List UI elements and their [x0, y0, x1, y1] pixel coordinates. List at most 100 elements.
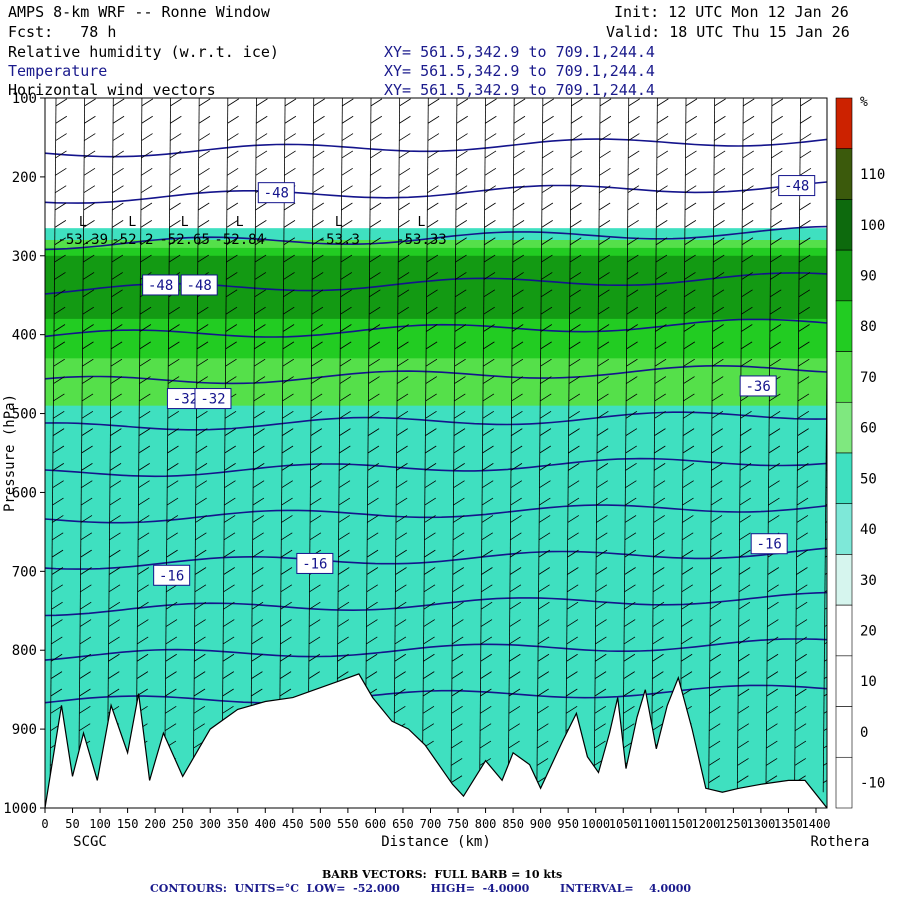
wind-barb-flag	[283, 254, 295, 263]
wind-barb-flag	[166, 549, 178, 558]
wind-barb-flag	[566, 671, 578, 679]
wind-barb-flag	[308, 653, 321, 662]
wind-barb-flag	[743, 98, 755, 107]
wind-barb-staff	[565, 98, 572, 793]
wind-barb-flag	[311, 272, 324, 280]
wind-barb-flag	[422, 723, 435, 732]
wind-barb-flag	[253, 445, 265, 454]
wind-barb-flag	[823, 728, 827, 732]
wind-barb-flag	[597, 410, 609, 419]
wind-barb-flag	[594, 671, 607, 679]
wind-barb-flag	[714, 115, 726, 124]
wind-barb-flag	[683, 324, 696, 332]
wind-barb-flag	[537, 653, 550, 662]
wind-barb-flag	[599, 98, 612, 107]
wind-barb-flag	[682, 463, 695, 471]
y-tick-label: 200	[12, 170, 37, 186]
wind-barb-flag	[655, 272, 668, 280]
wind-barb-flag	[398, 202, 410, 211]
wind-barb-flag	[53, 341, 66, 350]
wind-barb-flag	[111, 254, 124, 263]
wind-barb-flag	[369, 272, 381, 280]
valid-time: Valid: 18 UTC Thu 15 Jan 26	[606, 23, 850, 41]
wind-barb-flag	[140, 254, 152, 263]
wind-barb-flag	[599, 115, 612, 124]
wind-barb-flag	[655, 237, 668, 246]
wind-barb-flag	[594, 688, 607, 697]
wind-barb-flag	[540, 289, 553, 298]
wind-barb-flag	[683, 376, 695, 384]
wind-barb-flag	[82, 272, 95, 280]
wind-barb-flag	[251, 601, 264, 610]
wind-barb-flag	[194, 653, 206, 662]
wind-barb-flag	[684, 289, 696, 298]
wind-barb-flag	[83, 254, 95, 263]
wind-barb-flag	[796, 497, 809, 506]
wind-barb-flag	[284, 150, 296, 159]
wind-barb-flag	[423, 584, 436, 593]
wind-barb-flag	[570, 185, 582, 194]
wind-barb-flag	[255, 220, 267, 228]
wind-barb-flag	[684, 237, 696, 246]
wind-barb-flag	[825, 451, 827, 454]
wind-barb-flag	[512, 237, 525, 246]
wind-barb-flag	[652, 601, 665, 610]
wind-barb-flag	[623, 688, 635, 697]
wind-barb-flag	[427, 167, 439, 176]
wind-barb-staff	[78, 98, 86, 793]
wind-barb-flag	[110, 410, 122, 419]
x-tick-label: 400	[254, 817, 276, 831]
wind-barb-flag	[368, 324, 381, 332]
wind-barb-flag	[452, 619, 464, 627]
wind-barb-flag	[366, 567, 379, 575]
wind-barb-flag	[626, 376, 638, 384]
wind-barb-flag	[81, 376, 94, 384]
wind-barb-flag	[456, 150, 468, 159]
wind-barb-flag	[766, 705, 778, 714]
wind-barb-flag	[594, 723, 606, 732]
isotherm-label: -48	[180, 274, 218, 296]
isotherm-label-text: -32	[173, 392, 198, 408]
init-time: Init: 12 UTC Mon 12 Jan 26	[614, 3, 849, 21]
wind-barb-flag	[766, 740, 778, 749]
wind-barb-flag	[512, 272, 524, 280]
colorbar-label: 100	[860, 218, 885, 234]
wind-barb-flag	[823, 779, 827, 784]
wind-barb-flag	[453, 515, 465, 523]
x-tick-label: 600	[365, 817, 387, 831]
x-tick-label: 450	[282, 817, 304, 831]
wind-barb-flag	[569, 237, 582, 246]
wind-barb-flag	[226, 237, 238, 246]
wind-barb-flag	[623, 619, 636, 627]
wind-barb-flag	[483, 324, 495, 332]
wind-barb-flag	[80, 497, 93, 506]
wind-barb-flag	[510, 549, 522, 558]
wind-barb-flag	[196, 324, 209, 332]
wind-barb-flag	[226, 272, 238, 280]
wind-barb-flag	[255, 150, 268, 159]
y-tick-label: 500	[12, 407, 37, 423]
wind-barb-flag	[399, 115, 411, 124]
wind-barb-flag	[222, 705, 234, 714]
wind-barb-flag	[795, 688, 807, 697]
wind-barb-flag	[224, 497, 236, 506]
wind-barb-flag	[395, 567, 407, 575]
wind-barb-flag	[312, 185, 325, 194]
isotherm-line	[45, 225, 827, 251]
wind-barb-flag	[256, 115, 268, 124]
colorbar-unit: %	[860, 95, 868, 110]
wind-barb-flag	[797, 428, 809, 436]
wind-barb-flag	[338, 515, 350, 523]
wind-barb-staff	[49, 98, 57, 793]
wind-barb-flag	[536, 758, 549, 766]
wind-barb-staff	[450, 98, 458, 793]
wind-barb-flag	[425, 428, 437, 436]
wind-barb-flag	[481, 515, 494, 523]
wind-barb-flag	[537, 671, 550, 679]
wind-barb-flag	[656, 185, 668, 194]
colorbar-bin	[835, 503, 853, 555]
right-endpoint-label: Rothera	[810, 834, 869, 850]
wind-barb-flag	[596, 515, 608, 523]
wind-barb-flag	[482, 410, 495, 419]
wind-barb-flag	[597, 376, 609, 384]
